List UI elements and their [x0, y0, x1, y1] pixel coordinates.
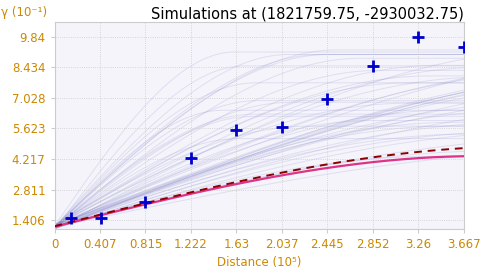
Text: γ (10⁻¹): γ (10⁻¹)	[1, 6, 48, 19]
Text: Simulations at (1821759.75, -2930032.75): Simulations at (1821759.75, -2930032.75)	[151, 6, 464, 21]
X-axis label: Distance (10⁵): Distance (10⁵)	[217, 257, 301, 269]
